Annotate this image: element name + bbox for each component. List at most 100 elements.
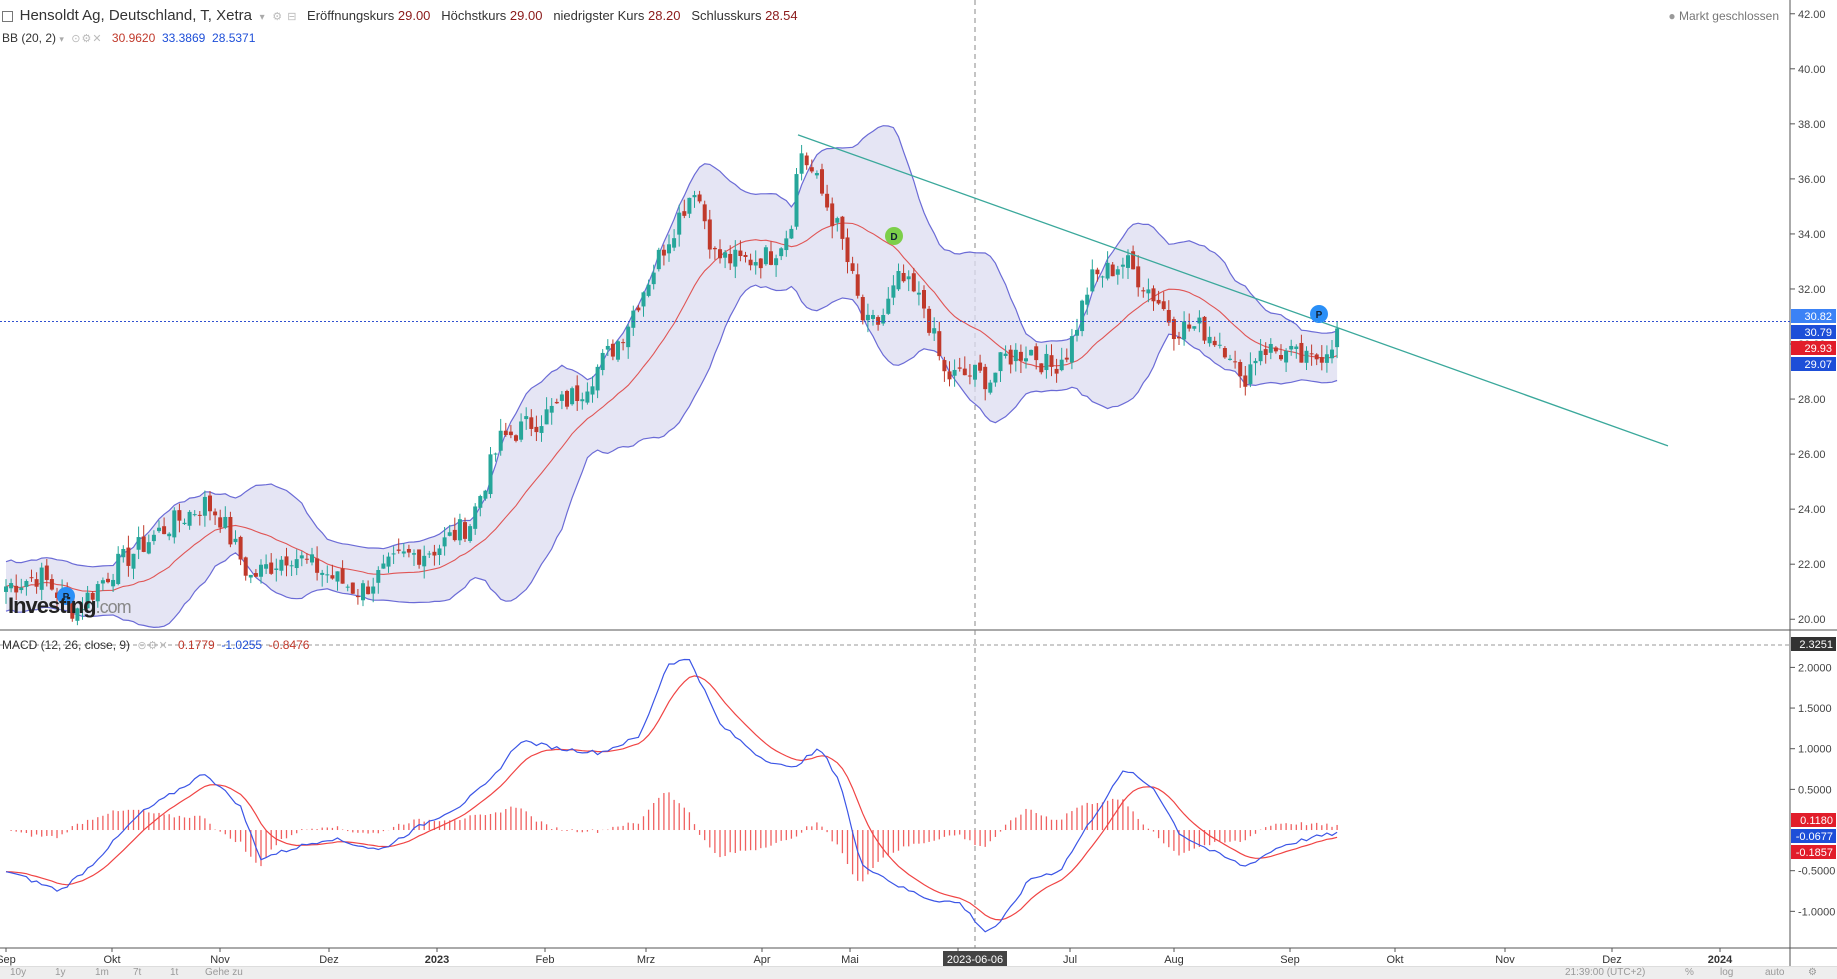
macd-v2: -1.0255 xyxy=(221,638,263,652)
macd-tick-label: -1.0000 xyxy=(1798,906,1835,918)
candle-body xyxy=(131,553,136,569)
bottom-toolbar: 10y 1y 1m 7t 1t Gehe zu 21:39:00 (UTC+2)… xyxy=(0,966,1837,979)
candle-body xyxy=(1212,340,1217,346)
candle-body xyxy=(335,571,340,582)
bb-label[interactable]: BB (20, 2) xyxy=(2,31,57,45)
candle-body xyxy=(1075,329,1079,336)
bollinger-lower xyxy=(5,284,1338,629)
market-status-text: Markt geschlossen xyxy=(1678,9,1779,23)
candle-body xyxy=(1064,357,1069,360)
high-label: Höchstkurs xyxy=(441,8,507,23)
candle-body xyxy=(192,514,197,516)
candle-body xyxy=(850,263,855,272)
candle-body xyxy=(1105,262,1110,279)
candle-body xyxy=(1177,336,1181,339)
gear-icon[interactable]: ⚙ xyxy=(1808,967,1817,978)
macd-badge xyxy=(1791,813,1836,827)
candle-body xyxy=(253,573,258,577)
macd-label[interactable]: MACD (12, 26, close, 9) xyxy=(2,638,131,652)
candle-body xyxy=(855,274,860,296)
low-label: niedrigster Kurs xyxy=(553,8,645,23)
candle-body xyxy=(1146,289,1151,294)
candle-body xyxy=(534,426,539,433)
candle-body xyxy=(228,516,233,545)
candle-body xyxy=(100,580,105,584)
candle-body xyxy=(85,592,90,609)
candle-body xyxy=(922,290,926,309)
candle-body xyxy=(1131,251,1136,270)
candle-body xyxy=(172,510,177,538)
auto-toggle[interactable]: auto xyxy=(1765,967,1785,978)
candle-body xyxy=(988,382,993,393)
candle-body xyxy=(1330,349,1334,359)
candle-body xyxy=(95,584,100,602)
log-toggle[interactable]: log xyxy=(1720,967,1734,978)
instrument-title[interactable]: Hensoldt Ag, Deutschland, T, Xetra xyxy=(19,7,252,24)
candle-body xyxy=(259,564,263,577)
candle-body xyxy=(978,362,983,371)
candle-body xyxy=(514,435,518,441)
candle-body xyxy=(636,307,641,311)
candle-body xyxy=(432,551,437,556)
candle-body xyxy=(1279,355,1283,360)
time-tick-label: Aug xyxy=(1164,954,1184,966)
crosshair-date-label: 2023-06-06 xyxy=(947,954,1003,966)
candle-body xyxy=(865,314,870,321)
candle-body xyxy=(1013,349,1018,362)
range-1y[interactable]: 1y xyxy=(55,967,66,978)
logo-text: Investing xyxy=(8,593,97,618)
candle-body xyxy=(1003,353,1008,356)
candle-body xyxy=(299,555,304,559)
candle-body xyxy=(1166,310,1171,323)
candle-body xyxy=(891,285,896,298)
chevron-down-icon[interactable]: ▾ xyxy=(259,12,265,23)
candle-body xyxy=(508,431,513,436)
candle-body xyxy=(1268,343,1273,353)
candle-body xyxy=(274,568,279,570)
candle-body xyxy=(355,595,360,598)
candle-body xyxy=(1156,299,1161,304)
candle-body xyxy=(672,238,677,248)
chevron-down-icon[interactable]: ▾ xyxy=(59,34,64,44)
range-1t[interactable]: 1t xyxy=(170,967,179,978)
percent-toggle[interactable]: % xyxy=(1685,967,1694,978)
candle-body xyxy=(901,272,906,282)
candle-body xyxy=(9,583,14,589)
candle-body xyxy=(641,292,646,307)
candle-body xyxy=(1253,360,1258,364)
bollinger-middle xyxy=(5,222,1338,593)
candle-body xyxy=(1110,264,1115,277)
price-tick-label: 40.00 xyxy=(1798,64,1826,76)
time-tick-label: Mai xyxy=(841,954,859,966)
macd-badge xyxy=(1791,845,1836,859)
candle-body xyxy=(350,582,355,594)
range-1m[interactable]: 1m xyxy=(95,967,109,978)
candle-body xyxy=(871,315,875,319)
goto-link[interactable]: Gehe zu xyxy=(205,967,243,978)
settings-icon[interactable]: ⚙ ⊟ xyxy=(272,11,298,23)
candle-body xyxy=(769,251,773,265)
time-tick-label: Apr xyxy=(753,954,770,966)
macd-badge-label: 0.1180 xyxy=(1800,815,1833,827)
candle-body xyxy=(381,563,386,569)
candle-body xyxy=(146,542,151,554)
range-10y[interactable]: 10y xyxy=(10,967,27,978)
candle-body xyxy=(1136,266,1141,288)
candle-body xyxy=(942,360,947,372)
candle-body xyxy=(524,416,529,420)
candle-body xyxy=(1299,342,1304,363)
time-tick-label: Dez xyxy=(1602,954,1622,966)
indicator-tools-icon[interactable]: ⊙⚙✕ xyxy=(137,640,169,652)
candle-body xyxy=(289,565,294,567)
candle-body xyxy=(80,609,85,611)
candle-body xyxy=(1182,321,1187,340)
collapse-icon[interactable] xyxy=(2,11,13,23)
range-7t[interactable]: 7t xyxy=(133,967,142,978)
candle-body xyxy=(789,228,794,239)
indicator-tools-icon[interactable]: ⊙⚙✕ xyxy=(71,33,103,45)
candle-body xyxy=(14,585,19,593)
candle-body xyxy=(1151,288,1156,302)
candle-body xyxy=(493,453,498,455)
candle-body xyxy=(1085,294,1090,305)
